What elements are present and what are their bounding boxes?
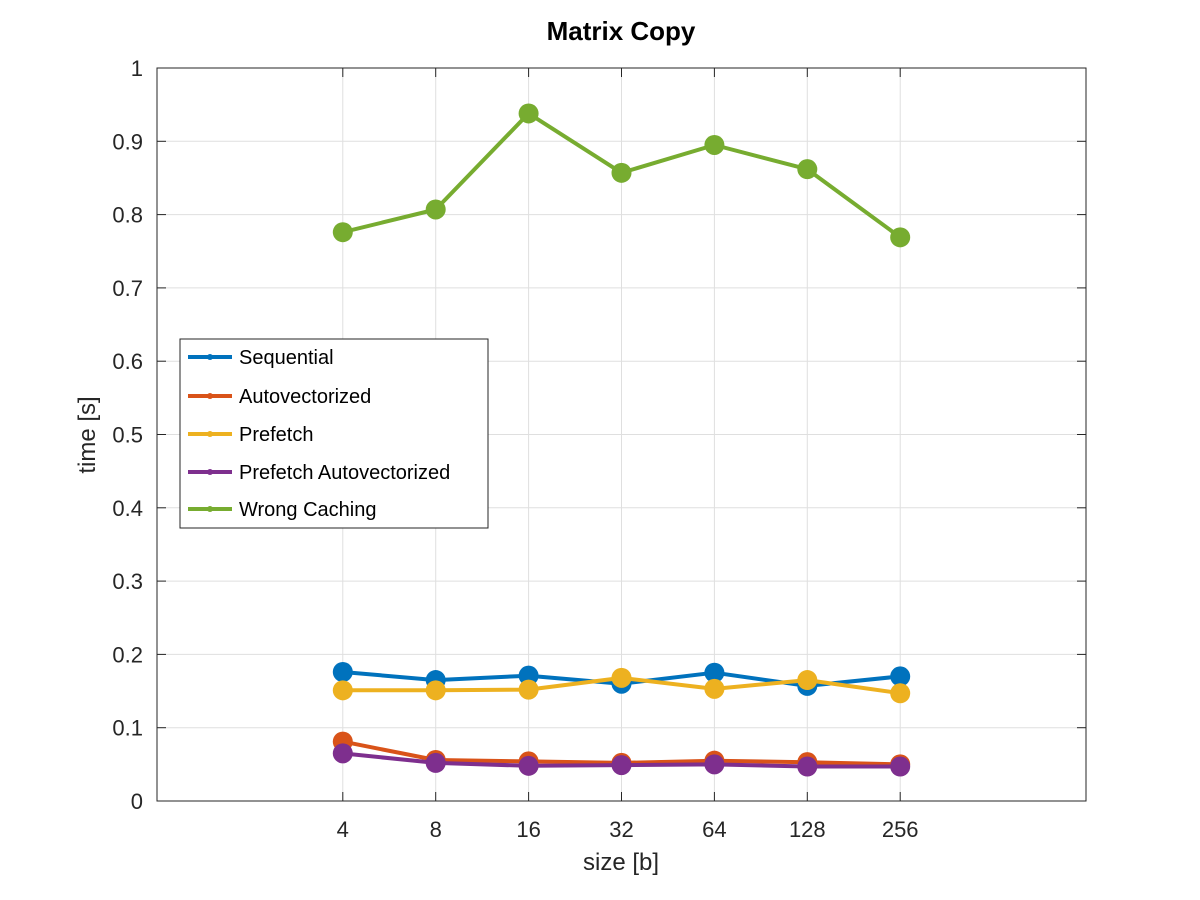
axes: 4 8 16 32 64 128 256 0 0.1 0.2 0.3 0.4 0.5 0.6 0.7 0.8 0… [112, 56, 1087, 842]
data-point [425, 752, 446, 773]
chart-title: Matrix Copy [547, 16, 696, 46]
data-point [611, 755, 632, 776]
y-tick-label: 0.6 [112, 349, 143, 374]
data-point [890, 683, 911, 704]
data-point [425, 680, 446, 701]
y-axis-label: time [s] [74, 396, 101, 473]
data-point [332, 743, 353, 764]
y-tick-label: 0.5 [112, 423, 143, 448]
data-point [890, 227, 911, 248]
legend-item[interactable]: Sequential [188, 347, 334, 369]
data-point [332, 680, 353, 701]
data-point [518, 665, 539, 686]
data-point [890, 666, 911, 687]
legend[interactable]: Sequential Autovectorized Prefetch Prefetch… [179, 338, 489, 529]
legend-label: Prefetch [239, 424, 313, 446]
x-tick-label: 64 [702, 817, 726, 842]
legend-swatch-marker [207, 393, 213, 399]
legend-swatch-marker [207, 469, 213, 475]
data-point [332, 661, 353, 682]
x-tick-label: 32 [609, 817, 633, 842]
y-tick-label: 0.3 [112, 569, 143, 594]
x-tick-label: 128 [789, 817, 826, 842]
data-point [704, 662, 725, 683]
series-wrong-caching [332, 103, 911, 248]
y-tick-label: 0.9 [112, 129, 143, 154]
x-tick-label: 8 [430, 817, 442, 842]
data-point [704, 134, 725, 155]
legend-label: Prefetch Autovectorized [239, 462, 450, 484]
legend-item[interactable]: Prefetch Autovectorized [188, 462, 450, 484]
data-point [425, 199, 446, 220]
y-tick-label: 0 [131, 789, 143, 814]
data-point [704, 678, 725, 699]
data-point [797, 756, 818, 777]
data-point [518, 755, 539, 776]
data-point [797, 670, 818, 691]
data-point [797, 159, 818, 180]
data-point [890, 756, 911, 777]
legend-label: Sequential [239, 347, 334, 369]
y-tick-label: 0.8 [112, 203, 143, 228]
y-tick-label: 0.1 [112, 716, 143, 741]
series-layer [332, 103, 911, 777]
series-prefetch [332, 667, 911, 704]
data-point [332, 222, 353, 243]
legend-swatch-marker [207, 354, 213, 360]
data-point [518, 679, 539, 700]
legend-swatch-marker [207, 431, 213, 437]
legend-label: Wrong Caching [239, 499, 376, 521]
x-tick-label: 256 [882, 817, 919, 842]
data-point [518, 103, 539, 124]
data-point [611, 667, 632, 688]
legend-item[interactable]: Autovectorized [188, 386, 371, 408]
series-prefetch-autovectorized [332, 743, 911, 777]
x-axis-label: size [b] [583, 849, 659, 876]
legend-item[interactable]: Wrong Caching [188, 499, 376, 521]
legend-item[interactable]: Prefetch [188, 424, 313, 446]
y-tick-label: 1 [131, 56, 143, 81]
legend-swatch-marker [207, 506, 213, 512]
y-tick-label: 0.7 [112, 276, 143, 301]
legend-label: Autovectorized [239, 386, 371, 408]
data-point [611, 162, 632, 183]
y-tick-label: 0.2 [112, 642, 143, 667]
x-tick-label: 16 [516, 817, 540, 842]
data-point [704, 754, 725, 775]
x-tick-label: 4 [337, 817, 349, 842]
y-tick-label: 0.4 [112, 496, 143, 521]
